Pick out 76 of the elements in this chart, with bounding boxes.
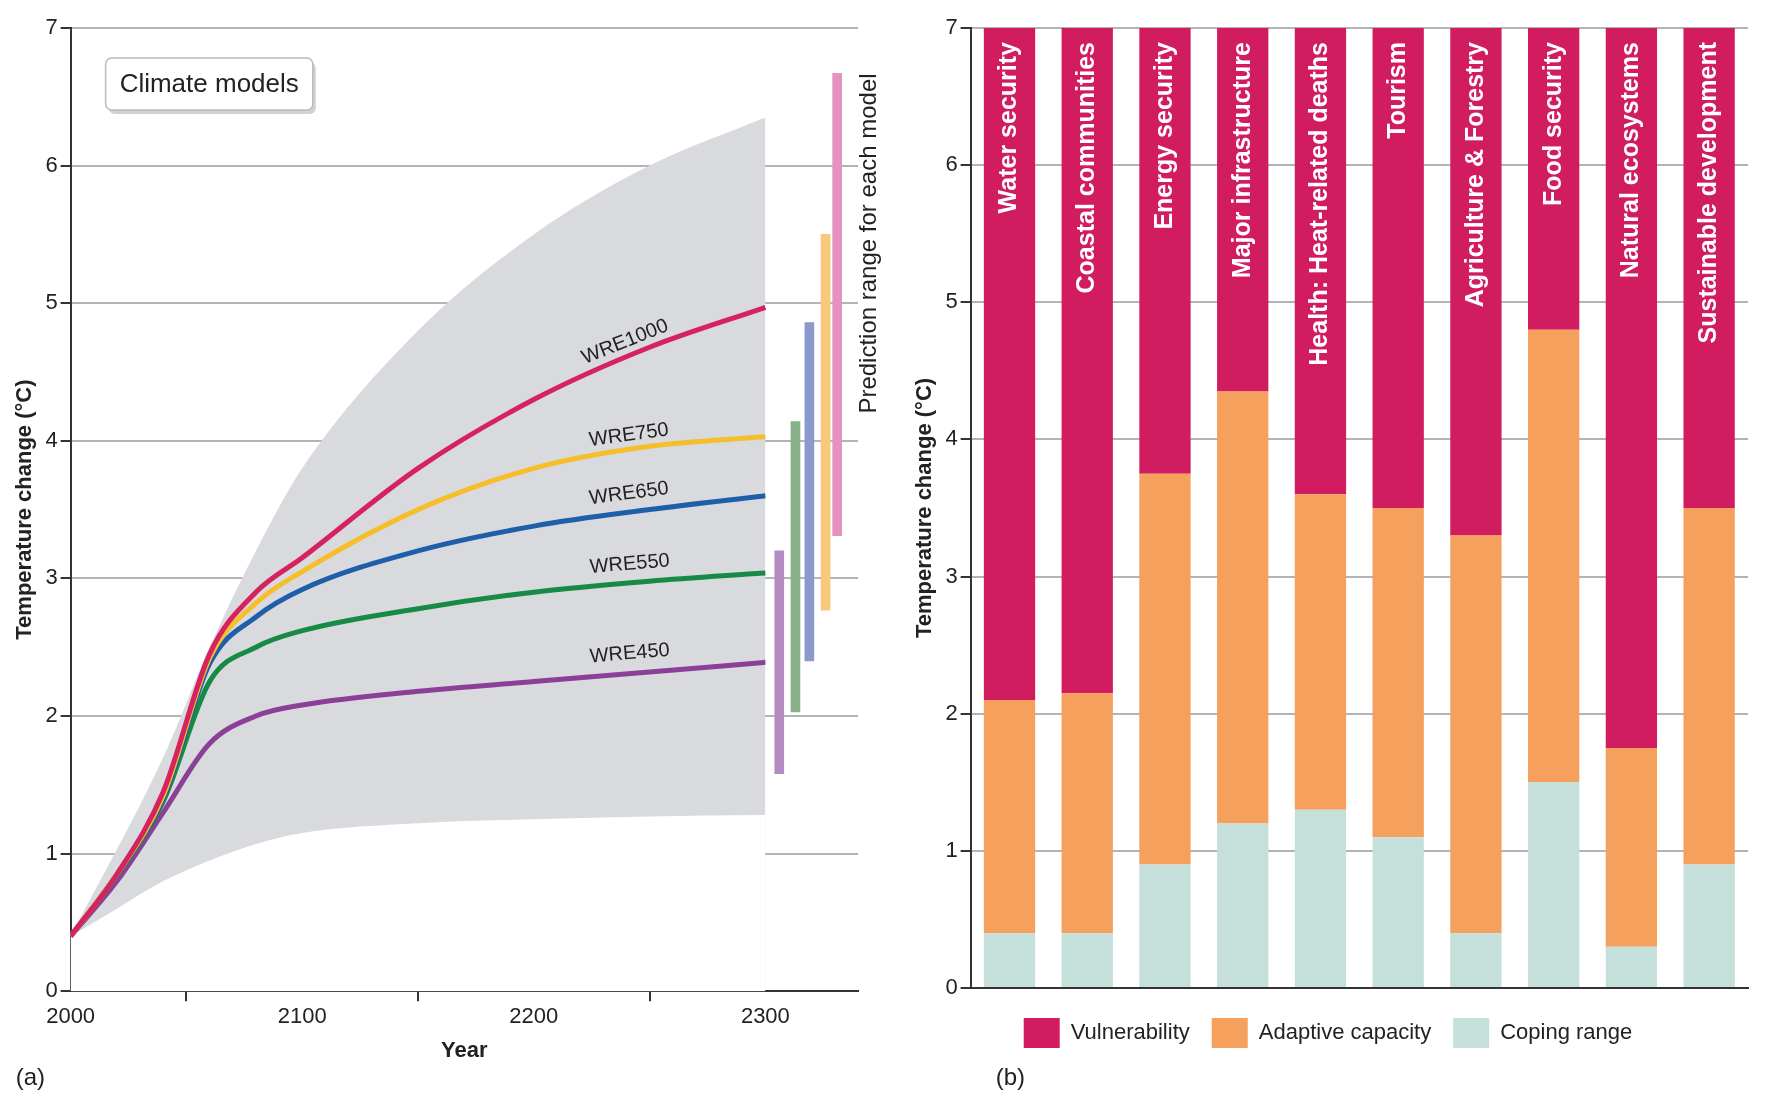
x-axis-title: Year xyxy=(441,1036,488,1062)
text: WRE750 xyxy=(587,417,670,451)
bar xyxy=(1139,473,1191,865)
series-label: WRE450 xyxy=(588,637,671,667)
x-tick-label: 2100 xyxy=(277,1003,327,1029)
bar xyxy=(774,550,785,775)
category-label: Sustainable development xyxy=(1693,42,1722,344)
category-label: Tourism xyxy=(1382,42,1411,139)
y-tick-label: 2 xyxy=(45,702,58,728)
legend-label: Vulnerability xyxy=(1070,1019,1190,1045)
bar xyxy=(1217,823,1269,987)
y-tick-label: 5 xyxy=(45,289,58,315)
legend-label: Adaptive capacity xyxy=(1258,1019,1432,1045)
bar xyxy=(1450,28,1502,536)
bar xyxy=(1061,693,1113,934)
bar xyxy=(1061,28,1113,694)
text: WRE650 xyxy=(587,475,670,509)
bar xyxy=(1061,933,1113,987)
bar xyxy=(1605,748,1658,947)
y-tick-label: 7 xyxy=(945,14,958,40)
y-tick-label: 1 xyxy=(45,839,58,865)
x-tick-label: 2300 xyxy=(740,1003,790,1029)
bar xyxy=(1372,508,1424,838)
bar xyxy=(1372,28,1424,508)
category-label: Food security xyxy=(1537,42,1566,206)
category-label: Energy security xyxy=(1148,42,1177,230)
bar xyxy=(1528,782,1580,987)
category-label: Major infrastructure xyxy=(1226,42,1255,279)
category-label: Water security xyxy=(993,42,1022,214)
category-label: Agriculture & Forestry xyxy=(1459,42,1488,308)
bar xyxy=(832,73,842,537)
y-axis-title: Temperature change (°C) xyxy=(11,379,37,640)
y-tick-label: 7 xyxy=(45,14,58,40)
bar xyxy=(1139,864,1191,987)
bar xyxy=(1683,864,1735,987)
y-tick-label: 4 xyxy=(945,425,958,451)
bar xyxy=(1605,28,1658,748)
bar xyxy=(1139,28,1191,474)
bar xyxy=(983,933,1036,987)
bar xyxy=(1683,508,1735,865)
bar xyxy=(1605,946,1658,987)
text: (a) xyxy=(15,1062,45,1090)
annotation: Prediction range for each model xyxy=(853,73,881,414)
bar xyxy=(790,421,801,713)
bar xyxy=(983,28,1036,700)
y-axis-title: Temperature change (°C) xyxy=(911,377,937,639)
text: (b) xyxy=(995,1062,1025,1090)
y-tick-label: 2 xyxy=(945,699,958,725)
bar xyxy=(820,234,831,611)
legend-label: Coping range xyxy=(1500,1019,1633,1045)
bar xyxy=(1450,933,1502,987)
bar xyxy=(1450,535,1502,934)
annotation: Climate models xyxy=(119,68,299,99)
series-label: WRE550 xyxy=(588,548,671,577)
bar xyxy=(1528,329,1580,783)
y-tick-label: 0 xyxy=(45,977,58,1003)
category-label: Coastal communities xyxy=(1071,42,1100,294)
bar xyxy=(1372,837,1424,987)
bar xyxy=(1528,28,1580,330)
bar xyxy=(804,322,815,662)
x-tick-label: 2200 xyxy=(509,1003,559,1029)
y-tick-label: 4 xyxy=(45,426,58,452)
category-label: Natural ecosystems xyxy=(1615,42,1644,279)
bar xyxy=(1217,391,1269,824)
y-tick-label: 3 xyxy=(45,564,58,590)
y-tick-label: 6 xyxy=(45,151,58,177)
y-tick-label: 3 xyxy=(945,562,958,588)
x-tick-label: 2000 xyxy=(46,1003,96,1029)
category-label: Health: Heat-related deaths xyxy=(1304,42,1333,366)
y-tick-label: 1 xyxy=(945,836,958,862)
y-tick-label: 0 xyxy=(945,974,958,1000)
y-tick-label: 5 xyxy=(945,288,958,314)
bar xyxy=(983,700,1036,934)
y-tick-label: 6 xyxy=(945,151,958,177)
bar xyxy=(1294,809,1347,987)
bar xyxy=(1294,494,1347,810)
